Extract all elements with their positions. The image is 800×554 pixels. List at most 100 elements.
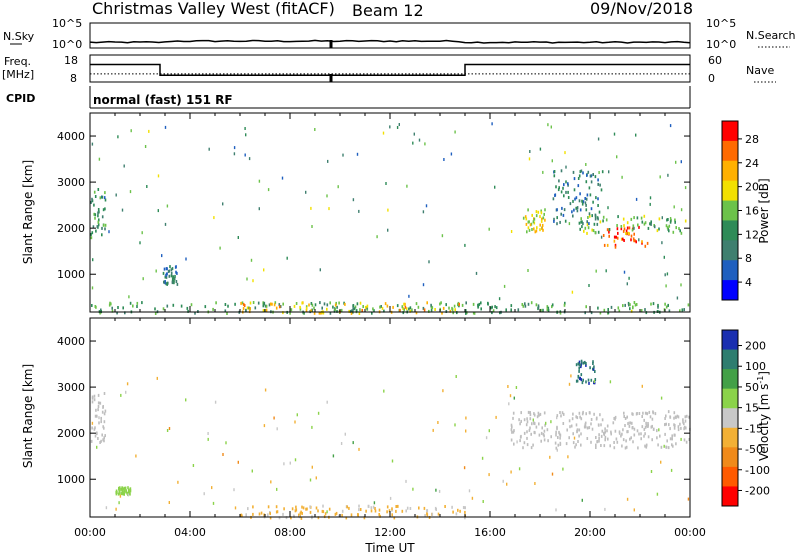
power-cell-139 (532, 220, 535, 224)
velocity-cell-79 (560, 414, 562, 418)
velocity-cell-142 (588, 411, 591, 415)
velocity-colorbar-tick-label-5: -50 (745, 443, 763, 456)
velocity-cell-443 (295, 505, 297, 509)
velocity-cell-540 (650, 470, 653, 473)
velocity-cell-434 (374, 509, 377, 513)
power-cell-234 (592, 173, 594, 176)
power-cell-172 (572, 199, 574, 203)
velocity-cell-164 (659, 434, 661, 438)
velocity-cell-409 (409, 507, 412, 510)
power-cell-65 (667, 218, 669, 221)
velocity-cell-470 (98, 421, 100, 425)
power-cell-772 (387, 208, 389, 212)
power-cell-569 (90, 232, 92, 236)
power-cell-101 (668, 229, 670, 233)
velocity-cell-15 (541, 426, 543, 430)
power-cell-377 (634, 303, 637, 307)
velocity-cell-7 (559, 411, 561, 414)
velocity-cell-151 (688, 415, 690, 419)
power-cell-644 (550, 125, 552, 129)
velocity-cell-204 (600, 434, 603, 438)
power-cell-748 (529, 150, 531, 153)
power-cell-64 (625, 232, 627, 235)
power-cell-135 (530, 222, 533, 226)
velocity-cell-221 (597, 423, 600, 427)
velocity-cell-498 (128, 488, 130, 492)
velocity-cell-592 (570, 374, 572, 378)
velocity-cell-529 (211, 486, 213, 490)
velocity-cell-319 (593, 365, 595, 369)
power-cell-583 (93, 212, 95, 216)
velocity-cell-273 (568, 436, 570, 440)
power-cell-24 (623, 227, 626, 231)
velocity-cell-234 (627, 422, 629, 426)
power-cell-470 (299, 307, 302, 311)
power-cell-100 (586, 223, 589, 227)
power-cell-368 (129, 301, 132, 305)
power-cell-598 (97, 211, 99, 215)
power-cell-502 (344, 302, 346, 306)
power-cell-321 (491, 311, 493, 315)
velocity-cell-308 (582, 378, 584, 382)
velocity-cell-601 (96, 445, 98, 449)
power-cell-481 (271, 302, 273, 306)
power-cell-571 (97, 223, 100, 227)
velocity-cell-113 (636, 429, 639, 433)
power-cell-765 (157, 209, 159, 213)
velocity-cell-200 (520, 419, 522, 423)
velocity-cell-513 (120, 492, 122, 496)
power-cell-276 (440, 301, 442, 305)
velocity-cell-128 (628, 424, 631, 428)
velocity-cell-65 (684, 415, 687, 419)
velocity-cell-413 (338, 514, 340, 518)
power-cell-206 (588, 222, 590, 226)
velocity-cell-283 (629, 421, 632, 425)
power-cell-497 (334, 303, 337, 307)
power-cell-169 (600, 188, 603, 192)
power-cell-239 (579, 208, 582, 212)
power-cell-620 (173, 281, 175, 285)
velocity-cell-637 (513, 396, 515, 400)
power-cell-516 (457, 303, 459, 307)
power-cell-431 (546, 305, 549, 309)
power-cell-781 (564, 151, 566, 155)
velocity-cell-189 (540, 431, 543, 435)
power-cell-774 (326, 194, 328, 198)
power-cell-286 (494, 305, 496, 309)
power-cell-674 (659, 175, 661, 179)
power-cell-532 (262, 309, 265, 313)
power-cell-467 (245, 309, 247, 313)
velocity-cell-3 (595, 446, 597, 449)
power-cell-696 (464, 243, 466, 247)
power-cell-737 (237, 236, 239, 239)
velocity-cell-645 (317, 411, 320, 415)
power-cell-345 (668, 309, 671, 313)
power-cell-700 (123, 164, 125, 168)
power-cell-742 (441, 234, 444, 238)
power-cell-79 (581, 220, 583, 224)
velocity-cell-4 (665, 414, 667, 418)
time-axis-labels: 00:00 04:00 08:00 12:00 16:00 20:00 00:00 (74, 526, 706, 539)
power-cell-236 (597, 197, 599, 201)
velocity-cell-28 (526, 420, 529, 424)
velocity-cell-172 (625, 439, 627, 443)
velocity-cell-341 (252, 505, 254, 509)
power-cell-560 (350, 311, 353, 315)
velocity-cell-27 (544, 423, 546, 427)
power-cell-728 (319, 268, 321, 272)
velocity-cell-442 (290, 516, 292, 520)
velocity-cell-63 (600, 444, 602, 447)
power-cell-136 (525, 222, 528, 226)
velocity-cell-237 (523, 431, 526, 435)
velocity-cell-339 (263, 513, 265, 517)
nsky-panel-frame (89, 22, 691, 49)
power-cell-599 (97, 220, 100, 224)
power-cell-258 (329, 311, 332, 315)
power-cell-242 (580, 169, 583, 173)
power-cell-227 (553, 217, 555, 221)
power-cell-374 (110, 302, 112, 306)
velocity-cell-207 (640, 437, 642, 441)
power-cell-16 (626, 226, 629, 230)
power-cell-315 (234, 302, 236, 306)
velocity-cell-126 (673, 411, 676, 415)
